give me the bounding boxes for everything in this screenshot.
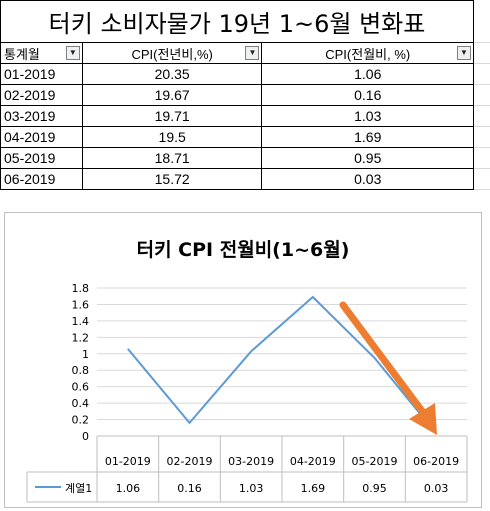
series-line — [127, 295, 437, 435]
y-tick-label: 0.6 — [72, 381, 90, 394]
x-tick-label: 02-2019 — [167, 455, 213, 468]
header-mom[interactable]: CPI(전월비, %) ▼ — [261, 42, 474, 64]
cell-mom[interactable]: 1.69 — [261, 126, 474, 148]
y-tick-label: 1.4 — [72, 315, 90, 328]
y-tick-label: 0.2 — [72, 414, 90, 427]
data-table-value: 1.69 — [301, 482, 326, 495]
table-row: 03-2019 19.71 1.03 — [0, 105, 474, 127]
header-yoy[interactable]: CPI(전년비,%) ▼ — [81, 42, 263, 64]
cell-month[interactable]: 01-2019 — [0, 63, 83, 85]
cell-yoy[interactable]: 19.71 — [81, 105, 263, 127]
cell-month[interactable]: 03-2019 — [0, 105, 83, 127]
legend-label: 계열1 — [65, 482, 92, 495]
x-tick-label: 05-2019 — [352, 455, 398, 468]
table-row: 02-2019 19.67 0.16 — [0, 84, 474, 106]
y-tick-label: 1.2 — [72, 331, 90, 344]
data-table-value: 1.03 — [239, 482, 264, 495]
header-month[interactable]: 통계월 ▼ — [0, 42, 83, 64]
chart-title: 터키 CPI 전월비(1~6월) — [136, 239, 350, 261]
sheet-title: 터키 소비자물가 19년 1~6월 변화표 — [0, 0, 474, 42]
x-tick-label: 03-2019 — [228, 455, 274, 468]
data-table-value: 0.95 — [362, 482, 387, 495]
cell-yoy[interactable]: 19.5 — [81, 126, 263, 148]
x-tick-label: 01-2019 — [105, 455, 151, 468]
cell-mom[interactable]: 0.16 — [261, 84, 474, 106]
cell-month[interactable]: 06-2019 — [0, 168, 83, 190]
filter-dropdown-icon[interactable]: ▼ — [65, 46, 80, 60]
cell-month[interactable]: 05-2019 — [0, 147, 83, 169]
cell-mom[interactable]: 1.03 — [261, 105, 474, 127]
cell-yoy[interactable]: 18.71 — [81, 147, 263, 169]
table-row: 01-2019 20.35 1.06 — [0, 63, 474, 85]
cell-yoy[interactable]: 20.35 — [81, 63, 263, 85]
table-row: 05-2019 18.71 0.95 — [0, 147, 474, 169]
y-tick-label: 0.4 — [72, 397, 90, 410]
header-row: 통계월 ▼ CPI(전년비,%) ▼ CPI(전월비, %) ▼ — [0, 42, 474, 64]
filter-dropdown-icon[interactable]: ▼ — [457, 46, 471, 60]
y-tick-label: 1.6 — [72, 298, 90, 311]
y-tick-label: 1 — [82, 348, 89, 361]
y-tick-label: 0.8 — [72, 364, 90, 377]
cell-yoy[interactable]: 19.67 — [81, 84, 263, 106]
chart-object[interactable]: 터키 CPI 전월비(1~6월) 0 0.2 0.4 0.6 0.8 1 1.2 1.4 1.6… — [4, 212, 482, 508]
y-tick-label: 1.8 — [72, 282, 90, 295]
header-mom-label: CPI(전월비, %) — [325, 46, 411, 62]
table-row: 06-2019 15.72 0.03 — [0, 168, 474, 190]
table-row: 04-2019 19.5 1.69 — [0, 126, 474, 148]
data-table: 통계월 ▼ CPI(전년비,%) ▼ CPI(전월비, %) ▼ 01-2019… — [0, 42, 474, 190]
cell-month[interactable]: 04-2019 — [0, 126, 83, 148]
line-chart: 0 0.2 0.4 0.6 0.8 1 1.2 1.4 1.6 1.8 01-2019 1.06 02-… — [26, 282, 468, 503]
cell-mom[interactable]: 0.95 — [261, 147, 474, 169]
annotation-arrow-head — [409, 403, 437, 435]
annotation-arrow — [339, 301, 429, 419]
header-month-label: 통계월 — [4, 46, 40, 62]
data-table-value: 0.16 — [177, 482, 202, 495]
cell-mom[interactable]: 0.03 — [261, 168, 474, 190]
x-tick-label: 04-2019 — [290, 455, 336, 468]
cell-month[interactable]: 02-2019 — [0, 84, 83, 106]
x-tick-label: 06-2019 — [413, 455, 459, 468]
filter-dropdown-icon[interactable]: ▼ — [245, 46, 260, 60]
y-tick-label: 0 — [82, 430, 89, 443]
cell-mom[interactable]: 1.06 — [261, 63, 474, 85]
data-table-value: 1.06 — [116, 482, 141, 495]
sheet-gridlines — [474, 42, 490, 210]
header-yoy-label: CPI(전년비,%) — [131, 46, 213, 62]
cell-yoy[interactable]: 15.72 — [81, 168, 263, 190]
data-table-value: 0.03 — [424, 482, 449, 495]
